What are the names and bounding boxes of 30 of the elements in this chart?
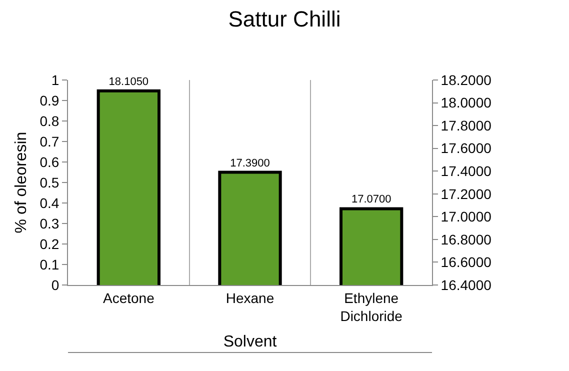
y-tick-label: 0.8 [40, 112, 60, 129]
y-axis-title: % of oleoresin [13, 132, 30, 234]
y2-tick-label: 17.8000 [440, 117, 492, 134]
y2-tick-label: 17.0000 [440, 208, 492, 225]
y-tick-label: 0.2 [40, 236, 60, 252]
y2-tick-label: 16.8000 [440, 231, 492, 248]
y2-tick-label: 17.6000 [440, 140, 492, 156]
y-tick-label: 0.9 [40, 92, 60, 108]
y2-tick-label: 16.6000 [440, 254, 492, 270]
x-tick-label: Hexane [226, 290, 274, 306]
data-label: 17.3900 [230, 157, 270, 170]
y-tick-label: 0.7 [40, 133, 60, 150]
x-axis-title: Solvent [223, 334, 278, 351]
data-label: 18.1050 [108, 76, 149, 88]
x-tick-label: Ethylene Dichloride [340, 290, 403, 324]
y-tick-label: 0.1 [40, 256, 60, 272]
y2-tick-label: 18.2000 [440, 72, 492, 88]
x-tick-label: Acetone [102, 290, 155, 306]
data-label: 17.0700 [351, 194, 392, 206]
y-tick-label: 0.5 [40, 174, 60, 190]
y-tick-label: 0.3 [40, 215, 60, 232]
y-tick-label: 0.6 [40, 154, 60, 170]
y2-tick-label: 16.4000 [440, 276, 492, 293]
y2-tick-label: 18.0000 [440, 94, 492, 111]
y-tick-label: 0 [51, 276, 60, 293]
chart-title: Sattur Chilli [228, 6, 341, 32]
y2-tick-label: 17.2000 [440, 186, 492, 202]
y-tick-label: 0.4 [40, 194, 60, 211]
y2-tick-label: 17.4000 [440, 163, 492, 180]
y-tick-label: 1 [51, 72, 60, 88]
